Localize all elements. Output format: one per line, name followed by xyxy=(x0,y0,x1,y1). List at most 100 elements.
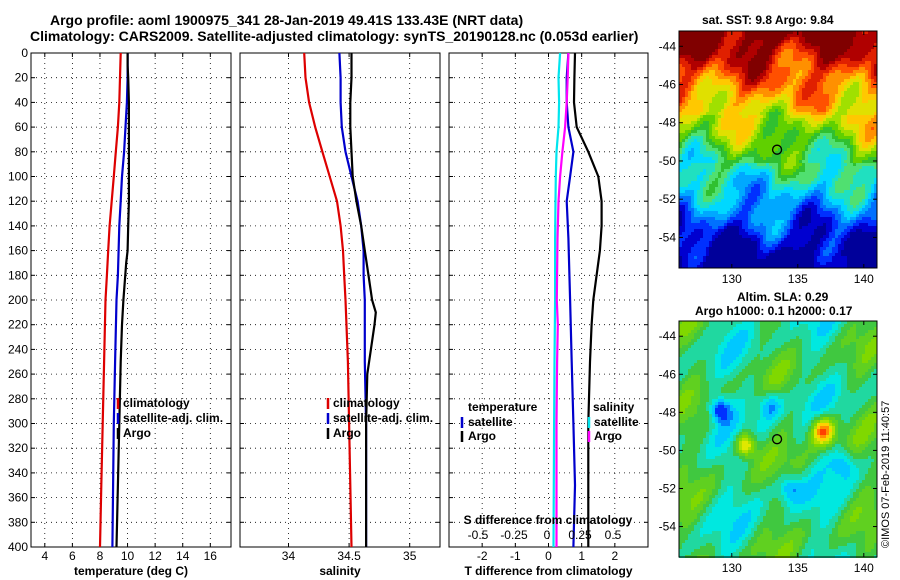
map-cell xyxy=(823,109,826,112)
map-cell xyxy=(841,112,844,115)
map-cell xyxy=(838,169,841,172)
map-cell xyxy=(775,208,778,211)
map-cell xyxy=(781,133,784,136)
map-cell xyxy=(820,61,823,64)
map-cell xyxy=(715,31,718,34)
map-cell xyxy=(766,70,769,73)
map-cell xyxy=(766,235,769,238)
map-cell xyxy=(757,106,760,109)
map-cell xyxy=(748,64,751,67)
map-cell xyxy=(865,223,868,226)
map-cell xyxy=(868,154,871,157)
map-cell xyxy=(841,223,844,226)
map-cell xyxy=(733,166,736,169)
map-cell xyxy=(778,187,781,190)
map-cell xyxy=(841,205,844,208)
map-cell xyxy=(682,202,685,205)
map-cell xyxy=(721,214,724,217)
map-cell xyxy=(763,40,766,43)
map-cell xyxy=(805,91,808,94)
map-cell xyxy=(736,214,739,217)
map-cell xyxy=(685,31,688,34)
map-cell xyxy=(841,97,844,100)
map-cell xyxy=(847,193,850,196)
map-cell xyxy=(766,100,769,103)
map-cell xyxy=(775,220,778,223)
map-cell xyxy=(757,142,760,145)
map-cell xyxy=(700,166,703,169)
map-cell xyxy=(688,94,691,97)
map-cell xyxy=(865,70,868,73)
map-cell xyxy=(736,202,739,205)
map-cell xyxy=(850,52,853,55)
map-cell xyxy=(805,115,808,118)
map-cell xyxy=(826,214,829,217)
map-cell xyxy=(817,196,820,199)
map-cell xyxy=(751,115,754,118)
map-cell xyxy=(850,142,853,145)
map-cell xyxy=(865,172,868,175)
map-cell xyxy=(721,142,724,145)
map-cell xyxy=(751,61,754,64)
map-cell xyxy=(715,169,718,172)
map-cell xyxy=(829,139,832,142)
map-cell xyxy=(835,238,838,241)
map-cell xyxy=(820,184,823,187)
map-cell xyxy=(748,163,751,166)
map-cell xyxy=(862,79,865,82)
map-cell xyxy=(709,139,712,142)
map-cell xyxy=(799,121,802,124)
map-cell xyxy=(766,211,769,214)
map-cell xyxy=(685,151,688,154)
map-cell xyxy=(850,106,853,109)
map-cell xyxy=(709,211,712,214)
map-cell xyxy=(724,133,727,136)
map-cell xyxy=(751,220,754,223)
map-cell xyxy=(853,46,856,49)
map-cell xyxy=(823,172,826,175)
map-cell xyxy=(805,49,808,52)
map-cell xyxy=(736,238,739,241)
map-cell xyxy=(787,58,790,61)
map-cell xyxy=(874,109,877,112)
map-cell xyxy=(745,88,748,91)
map-cell xyxy=(862,217,865,220)
map-cell xyxy=(685,160,688,163)
map-cell xyxy=(751,109,754,112)
map-cell xyxy=(826,184,829,187)
x-tick-label: 14 xyxy=(176,549,190,563)
map-cell xyxy=(760,232,763,235)
map-cell xyxy=(793,70,796,73)
map-cell xyxy=(739,34,742,37)
map-cell xyxy=(823,49,826,52)
sst-map xyxy=(678,30,878,269)
map-cell xyxy=(691,64,694,67)
map-cell xyxy=(847,43,850,46)
map-cell xyxy=(769,88,772,91)
map-cell xyxy=(769,43,772,46)
map-cell xyxy=(874,160,877,163)
map-cell xyxy=(778,202,781,205)
map-cell xyxy=(766,214,769,217)
map-cell xyxy=(715,103,718,106)
map-cell xyxy=(874,172,877,175)
map-cell xyxy=(688,49,691,52)
map-cell xyxy=(850,199,853,202)
map-cell xyxy=(811,31,814,34)
map-cell xyxy=(871,226,874,229)
map-cell xyxy=(796,55,799,58)
map-cell xyxy=(823,79,826,82)
map-cell xyxy=(715,175,718,178)
map-cell xyxy=(715,97,718,100)
map-cell xyxy=(733,229,736,232)
map-cell xyxy=(865,151,868,154)
map-cell xyxy=(853,148,856,151)
map-cell xyxy=(865,73,868,76)
map-cell xyxy=(721,226,724,229)
map-cell xyxy=(754,46,757,49)
map-cell xyxy=(745,106,748,109)
map-cell xyxy=(823,124,826,127)
map-cell xyxy=(709,157,712,160)
map-cell xyxy=(715,205,718,208)
map-cell xyxy=(841,160,844,163)
